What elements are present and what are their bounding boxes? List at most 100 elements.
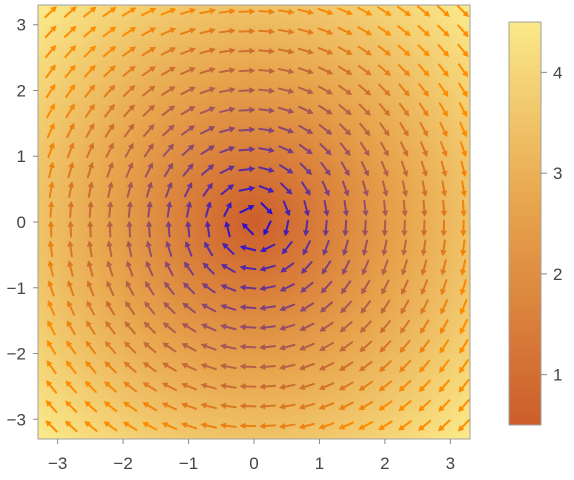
field-arrow: [338, 361, 354, 371]
field-arrow: [258, 8, 276, 15]
field-arrow: [238, 146, 256, 153]
field-arrow: [360, 161, 370, 177]
field-arrow: [66, 122, 75, 139]
field-arrow: [85, 360, 97, 374]
field-arrow: [106, 161, 114, 178]
field-arrow: [439, 319, 449, 335]
field-arrow: [460, 239, 467, 257]
field-arrow: [67, 181, 75, 198]
field-arrow: [202, 182, 213, 197]
field-arrow: [162, 124, 175, 137]
field-arrow: [141, 7, 157, 17]
field-arrow: [379, 340, 392, 353]
field-arrow: [67, 200, 75, 218]
field-arrow: [459, 259, 467, 276]
field-arrow: [341, 259, 351, 276]
field-arrow: [239, 304, 257, 311]
field-arrow: [103, 84, 116, 98]
field-arrow: [145, 280, 155, 296]
field-arrow: [125, 162, 134, 178]
field-arrow: [84, 103, 95, 118]
field-arrow: [200, 382, 217, 390]
field-arrow: [377, 6, 392, 16]
field-arrow: [421, 180, 428, 197]
field-arrow: [279, 303, 296, 312]
field-arrow: [418, 379, 431, 393]
field-arrow: [398, 400, 412, 412]
field-arrow: [258, 47, 276, 55]
field-arrow: [162, 143, 175, 157]
field-arrow: [239, 363, 257, 370]
field-arrow: [160, 7, 177, 16]
x-tick-label: 3: [446, 454, 455, 473]
field-arrow: [66, 300, 76, 316]
field-arrow: [106, 200, 114, 218]
field-arrow: [361, 259, 370, 276]
field-arrow: [45, 420, 58, 433]
colorbar-ticks: 1 2 3 4: [541, 63, 562, 385]
field-arrow: [460, 199, 467, 217]
field-arrow: [86, 320, 96, 335]
field-arrow: [65, 400, 78, 413]
field-arrow: [200, 422, 217, 429]
field-arrow: [302, 219, 310, 237]
field-arrow: [302, 240, 311, 256]
field-arrow: [460, 180, 467, 198]
field-arrow: [65, 83, 76, 98]
field-arrow: [181, 322, 197, 333]
field-arrow: [259, 363, 277, 371]
field-arrow: [338, 381, 354, 391]
field-arrow: [220, 323, 237, 331]
field-arrow: [165, 260, 174, 277]
field-arrow: [102, 45, 117, 58]
field-arrow: [238, 165, 256, 173]
field-arrow: [182, 302, 196, 314]
field-arrow: [181, 343, 197, 352]
field-arrow: [180, 422, 198, 430]
field-arrow: [419, 339, 430, 354]
field-arrow: [218, 8, 236, 15]
field-arrow: [419, 319, 430, 335]
field-arrow: [437, 63, 449, 78]
field-arrow: [47, 220, 55, 238]
field-arrow: [297, 47, 315, 55]
field-arrow: [338, 104, 352, 116]
field-arrow: [400, 141, 409, 157]
field-arrow: [64, 45, 77, 58]
field-arrow: [86, 161, 95, 179]
field-arrow: [183, 261, 195, 276]
field-arrow: [377, 64, 391, 77]
field-arrow: [107, 181, 114, 198]
y-tick-label: 1: [17, 147, 26, 166]
field-arrow: [340, 280, 352, 295]
field-arrow: [66, 142, 75, 159]
field-arrow: [378, 400, 393, 411]
field-arrow: [258, 87, 276, 94]
field-arrow: [298, 342, 315, 351]
field-arrow: [166, 200, 173, 218]
colorbar-tick-label: 1: [553, 366, 562, 385]
field-arrow: [401, 199, 408, 217]
field-arrow: [204, 201, 212, 218]
field-arrow: [417, 44, 430, 57]
field-arrow: [85, 122, 95, 138]
field-arrow: [457, 419, 470, 432]
field-arrow: [338, 123, 352, 136]
field-arrow: [360, 300, 372, 314]
field-arrow: [46, 103, 55, 119]
field-arrow: [298, 124, 314, 134]
field-arrow: [143, 341, 157, 354]
field-arrow: [122, 84, 136, 97]
field-arrow: [259, 324, 277, 331]
field-arrow: [458, 102, 468, 118]
field-arrow: [379, 319, 391, 334]
field-arrow: [440, 160, 448, 178]
field-arrow: [179, 7, 197, 15]
field-arrow: [83, 45, 97, 58]
field-arrow: [122, 421, 138, 432]
field-arrow: [144, 162, 154, 178]
field-arrow: [141, 66, 156, 77]
field-arrow: [201, 303, 217, 313]
field-arrow: [47, 260, 54, 277]
field-arrow: [86, 260, 94, 277]
